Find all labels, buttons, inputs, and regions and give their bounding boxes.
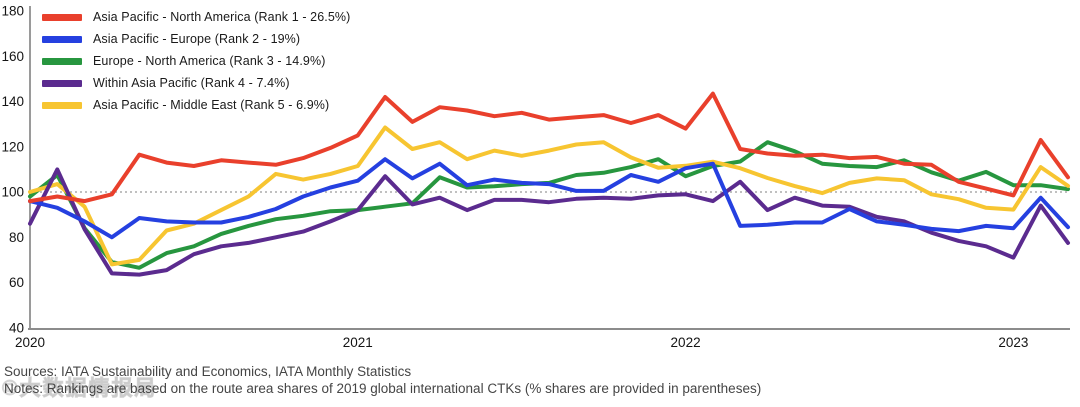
x-tick-label-2023: 2023 xyxy=(998,335,1028,350)
sources-note: Sources: IATA Sustainability and Economi… xyxy=(4,364,412,379)
legend-label: Within Asia Pacific (Rank 4 - 7.4%) xyxy=(93,76,290,90)
series-line-asia-pacific-north-america xyxy=(28,91,1070,204)
series-line-asia-pacific-europe xyxy=(28,157,1070,240)
legend-label: Europe - North America (Rank 3 - 14.9%) xyxy=(93,54,326,68)
y-tick-label: 120 xyxy=(1,139,24,154)
rankings-note: Notes: Rankings are based on the route a… xyxy=(4,381,762,396)
legend-swatch-icon xyxy=(42,13,82,21)
series-line-asia-pacific-middle-east xyxy=(28,125,1070,267)
x-tick-label-2022: 2022 xyxy=(671,335,701,350)
x-tick-label-2020: 2020 xyxy=(15,335,45,350)
y-tick-label: 180 xyxy=(1,4,24,19)
legend-swatch-icon xyxy=(42,79,82,87)
legend-label: Asia Pacific - Middle East (Rank 5 - 6.9… xyxy=(93,98,330,112)
y-tick-label: 80 xyxy=(9,230,24,245)
y-tick-label: 100 xyxy=(1,185,24,200)
chart-footer: Sources: IATA Sustainability and Economi… xyxy=(4,363,761,397)
legend-item-rank-5: Asia Pacific - Middle East (Rank 5 - 6.9… xyxy=(42,94,350,116)
legend-item-rank-3: Europe - North America (Rank 3 - 14.9%) xyxy=(42,50,350,72)
y-tick-label: 40 xyxy=(9,320,24,335)
series-line-within-asia-pacific xyxy=(28,167,1070,277)
legend-item-rank-2: Asia Pacific - Europe (Rank 2 - 19%) xyxy=(42,28,350,50)
chart-legend: Asia Pacific - North America (Rank 1 - 2… xyxy=(42,6,350,116)
legend-item-rank-1: Asia Pacific - North America (Rank 1 - 2… xyxy=(42,6,350,28)
y-tick-label: 140 xyxy=(1,94,24,109)
x-tick-label-2021: 2021 xyxy=(343,335,373,350)
legend-label: Asia Pacific - Europe (Rank 2 - 19%) xyxy=(93,32,301,46)
legend-swatch-icon xyxy=(42,57,82,65)
y-tick-label: 160 xyxy=(1,49,24,64)
legend-swatch-icon xyxy=(42,35,82,43)
legend-label: Asia Pacific - North America (Rank 1 - 2… xyxy=(93,10,351,24)
legend-item-rank-4: Within Asia Pacific (Rank 4 - 7.4%) xyxy=(42,72,350,94)
y-tick-label: 60 xyxy=(9,275,24,290)
legend-swatch-icon xyxy=(42,101,82,109)
series-line-europe-north-america xyxy=(28,140,1070,270)
ctk-route-area-chart: 180 160 140 120 100 80 60 40 2020 2021 2022 2023 As… xyxy=(1,4,1070,350)
